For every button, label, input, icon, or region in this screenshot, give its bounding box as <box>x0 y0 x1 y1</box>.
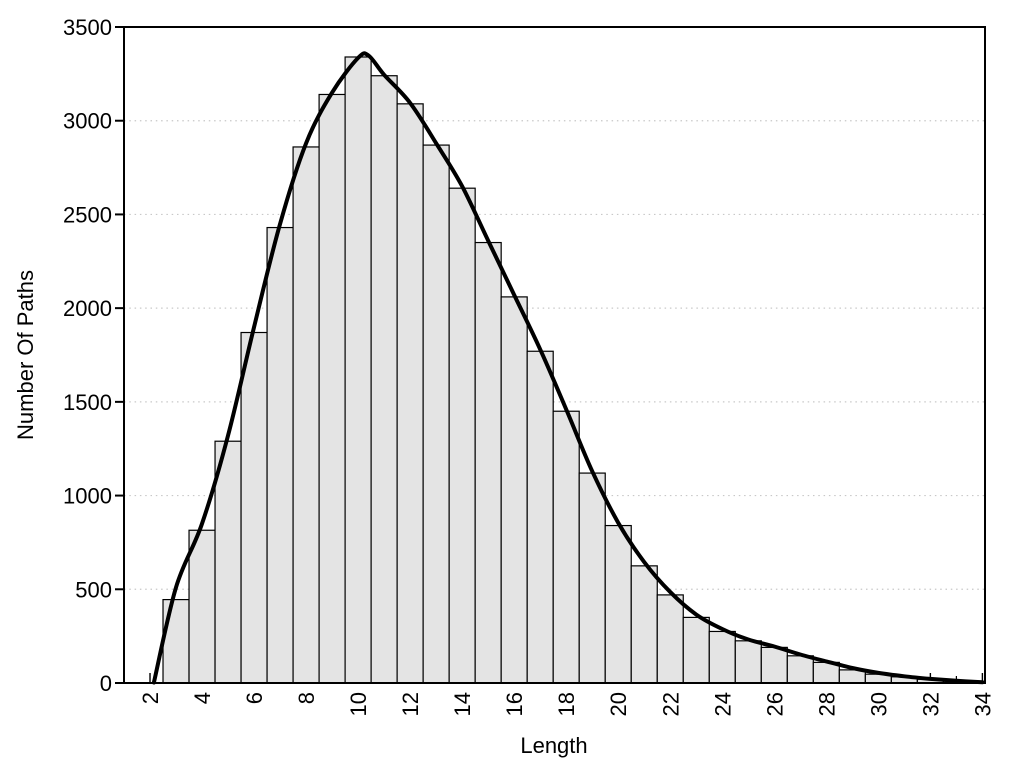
histogram-bar <box>422 144 450 684</box>
histogram-bar <box>370 75 398 684</box>
histogram-bar <box>760 646 788 684</box>
histogram-bar <box>552 410 580 684</box>
x-tick-label: 12 <box>398 692 423 716</box>
y-tick-label: 1500 <box>63 390 112 415</box>
histogram-bar <box>604 524 632 684</box>
histogram-bar <box>240 331 268 684</box>
histogram-bar <box>162 598 190 684</box>
x-tick-label: 6 <box>242 692 267 704</box>
histogram-bar <box>708 630 736 684</box>
y-tick-label: 1000 <box>63 484 112 509</box>
x-tick-label: 2 <box>138 692 163 704</box>
histogram-bar <box>396 103 424 684</box>
histogram-bar <box>266 226 294 684</box>
y-tick-label: 3000 <box>63 109 112 134</box>
y-tick-label: 500 <box>75 577 112 602</box>
x-tick-label: 24 <box>710 692 735 716</box>
x-tick-label: 30 <box>866 692 891 716</box>
x-tick-label: 16 <box>502 692 527 716</box>
histogram-bar <box>786 655 814 684</box>
histogram-bar <box>682 616 710 684</box>
histogram-bar <box>734 640 762 684</box>
histogram-bar <box>500 296 528 684</box>
histogram-bar <box>292 146 320 684</box>
x-tick-label: 32 <box>918 692 943 716</box>
histogram-bar <box>578 472 606 684</box>
x-tick-label: 20 <box>606 692 631 716</box>
y-axis-title: Number Of Paths <box>13 270 38 440</box>
fitted-curve <box>151 51 985 685</box>
x-tick-label: 14 <box>450 692 475 716</box>
histogram-bar <box>448 187 476 684</box>
y-tick-label: 3500 <box>63 15 112 40</box>
x-tick-label: 8 <box>294 692 319 704</box>
y-tick-label: 2000 <box>63 296 112 321</box>
histogram-bar <box>656 594 684 684</box>
plot-frame <box>123 26 986 684</box>
x-axis-title: Length <box>520 733 587 758</box>
x-tick-label: 22 <box>658 692 683 716</box>
histogram-bar <box>630 565 658 684</box>
x-tick-label: 18 <box>554 692 579 716</box>
histogram-bar <box>214 440 242 684</box>
histogram-bar <box>344 56 372 684</box>
x-tick-label: 4 <box>190 692 215 704</box>
x-tick-label: 10 <box>346 692 371 716</box>
histogram-bar <box>474 241 502 684</box>
x-tick-label: 26 <box>762 692 787 716</box>
x-tick-label: 34 <box>970 692 995 716</box>
y-tick-label: 0 <box>100 671 112 696</box>
histogram-bar <box>188 529 216 684</box>
y-tick-label: 2500 <box>63 202 112 227</box>
histogram-bar <box>318 93 346 684</box>
histogram-bar <box>526 350 554 684</box>
x-tick-label: 28 <box>814 692 839 716</box>
